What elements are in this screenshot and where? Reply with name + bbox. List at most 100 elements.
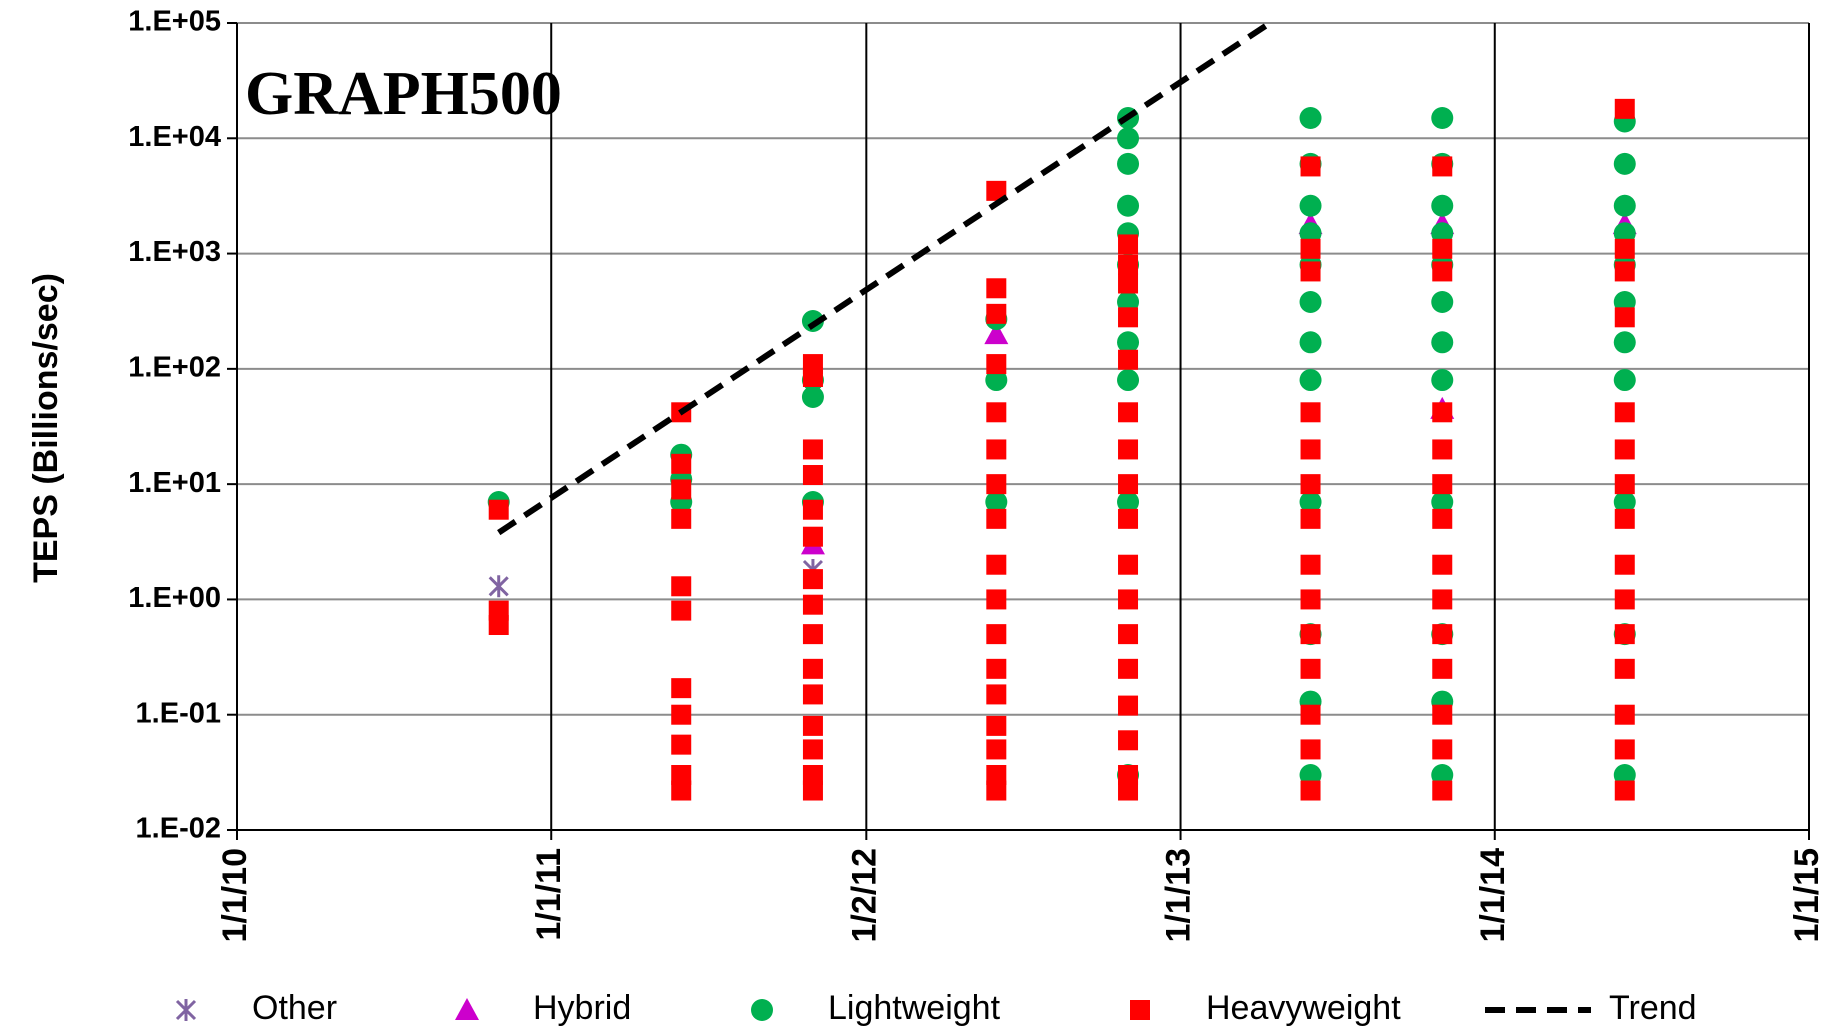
point: [1117, 153, 1139, 175]
point: [1118, 234, 1138, 254]
point: [1118, 589, 1138, 609]
point: [1615, 781, 1635, 801]
legend-marker: [1130, 1000, 1150, 1020]
point: [1301, 659, 1321, 679]
point: [986, 278, 1006, 298]
point: [986, 716, 1006, 736]
point: [1432, 402, 1452, 422]
point: [489, 615, 509, 635]
point: [671, 576, 691, 596]
point: [1614, 153, 1636, 175]
point: [1615, 624, 1635, 644]
point: [803, 527, 823, 547]
point: [1118, 255, 1138, 275]
point: [671, 454, 691, 474]
point: [986, 555, 1006, 575]
point: [1300, 369, 1322, 391]
y-tick-label: 1.E+03: [128, 236, 221, 268]
legend-label: Other: [252, 989, 337, 1027]
point: [803, 439, 823, 459]
point: [1432, 156, 1452, 176]
point: [1301, 239, 1321, 259]
point: [1118, 474, 1138, 494]
legend-label: Trend: [1609, 989, 1697, 1027]
point: [1615, 99, 1635, 119]
point: [803, 624, 823, 644]
point: [803, 781, 823, 801]
point: [1301, 402, 1321, 422]
point: [986, 439, 1006, 459]
point: [1431, 195, 1453, 217]
legend-label: Hybrid: [533, 989, 631, 1027]
point: [1301, 705, 1321, 725]
chart: TEPS (Billions/sec) 1.E-021.E-011.E+001.…: [0, 0, 1841, 1034]
point: [1300, 291, 1322, 313]
x-tick-label: 1/1/15: [1788, 848, 1826, 943]
point: [1301, 589, 1321, 609]
point: [1301, 261, 1321, 281]
point: [1301, 555, 1321, 575]
point: [1301, 474, 1321, 494]
point: [803, 739, 823, 759]
x-tick-label: 1/1/13: [1160, 848, 1198, 943]
point: [1301, 781, 1321, 801]
point: [1615, 659, 1635, 679]
point: [1615, 555, 1635, 575]
point: [1118, 509, 1138, 529]
point: [986, 739, 1006, 759]
y-tick-label: 1.E+05: [128, 6, 221, 38]
y-axis-label: TEPS (Billions/sec): [27, 273, 65, 583]
point: [803, 684, 823, 704]
point: [1300, 195, 1322, 217]
point: [1118, 555, 1138, 575]
point: [986, 304, 1006, 324]
point: [986, 684, 1006, 704]
x-tick-label: 1/2/12: [845, 848, 883, 943]
point: [1118, 730, 1138, 750]
x-tick-label: 1/1/10: [216, 848, 254, 943]
point: [1432, 739, 1452, 759]
point: [1432, 474, 1452, 494]
point: [1301, 624, 1321, 644]
point: [802, 386, 824, 408]
point: [671, 705, 691, 725]
point: [1431, 291, 1453, 313]
point: [1118, 624, 1138, 644]
legend-label: Lightweight: [828, 989, 1001, 1027]
point: [803, 569, 823, 589]
point: [986, 354, 1006, 374]
y-tick-label: 1.E-02: [136, 813, 221, 845]
point: [1301, 439, 1321, 459]
point: [1615, 589, 1635, 609]
point: [1615, 509, 1635, 529]
point: [1614, 195, 1636, 217]
point: [1432, 781, 1452, 801]
point: [671, 678, 691, 698]
point: [1431, 369, 1453, 391]
point: [671, 479, 691, 499]
point: [1432, 261, 1452, 281]
point: [986, 474, 1006, 494]
point: [1118, 696, 1138, 716]
point: [1432, 624, 1452, 644]
point: [1615, 705, 1635, 725]
point: [1118, 439, 1138, 459]
point: [986, 624, 1006, 644]
point: [1117, 127, 1139, 149]
point: [803, 367, 823, 387]
legend-label: Heavyweight: [1206, 989, 1401, 1027]
point: [1301, 739, 1321, 759]
y-tick-label: 1.E+00: [128, 582, 221, 614]
point: [1117, 195, 1139, 217]
point: [986, 781, 1006, 801]
point: [1432, 555, 1452, 575]
point: [1117, 369, 1139, 391]
point: [803, 659, 823, 679]
point: [1118, 659, 1138, 679]
point: [986, 589, 1006, 609]
point: [1300, 107, 1322, 129]
point: [671, 509, 691, 529]
point: [1118, 350, 1138, 370]
point: [1615, 474, 1635, 494]
point: [1615, 402, 1635, 422]
